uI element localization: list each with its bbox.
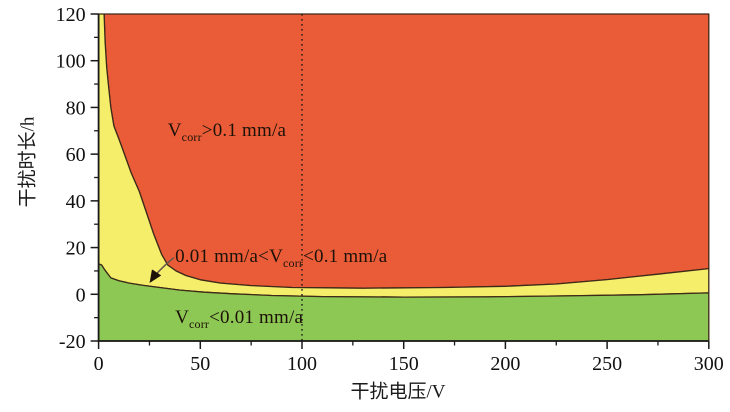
svg-text:100: 100 [56, 51, 86, 73]
svg-text:-20: -20 [59, 331, 86, 353]
svg-text:150: 150 [389, 353, 419, 375]
svg-text:20: 20 [66, 238, 86, 260]
svg-text:0: 0 [94, 353, 104, 375]
svg-text:60: 60 [66, 144, 86, 166]
svg-text:80: 80 [66, 97, 86, 119]
region-label-green-subscript: corr [189, 316, 210, 331]
svg-text:250: 250 [592, 353, 622, 375]
region-label-red-text2: >0.1 mm/a [201, 120, 287, 142]
region-label-red-text: V [167, 120, 182, 142]
region-label-green-text2: <0.01 mm/a [209, 307, 304, 329]
region-label-green-text: V [175, 307, 189, 329]
region-label-red-subscript: corr [181, 130, 202, 145]
region-label-yellow: 0.01 mm/a<Vcorr<0.1 mm/a [175, 246, 388, 270]
svg-text:120: 120 [56, 4, 86, 26]
svg-text:40: 40 [66, 191, 86, 213]
region-label-green: Vcorr<0.01 mm/a [175, 307, 304, 331]
region-label-yellow-text2: <0.1 mm/a [303, 246, 388, 268]
x-axis-title: 干扰电压/V [350, 381, 446, 403]
region-label-red: Vcorr>0.1 mm/a [167, 120, 287, 145]
region-label-yellow-subscript: corr [282, 255, 304, 270]
svg-text:300: 300 [694, 353, 724, 375]
svg-text:50: 50 [190, 353, 210, 375]
svg-text:100: 100 [287, 353, 317, 375]
svg-text:0: 0 [76, 284, 86, 306]
y-axis-title: 干扰时长/h [17, 116, 39, 208]
region-label-yellow-text: 0.01 mm/a<V [175, 246, 283, 268]
svg-text:200: 200 [490, 353, 520, 375]
